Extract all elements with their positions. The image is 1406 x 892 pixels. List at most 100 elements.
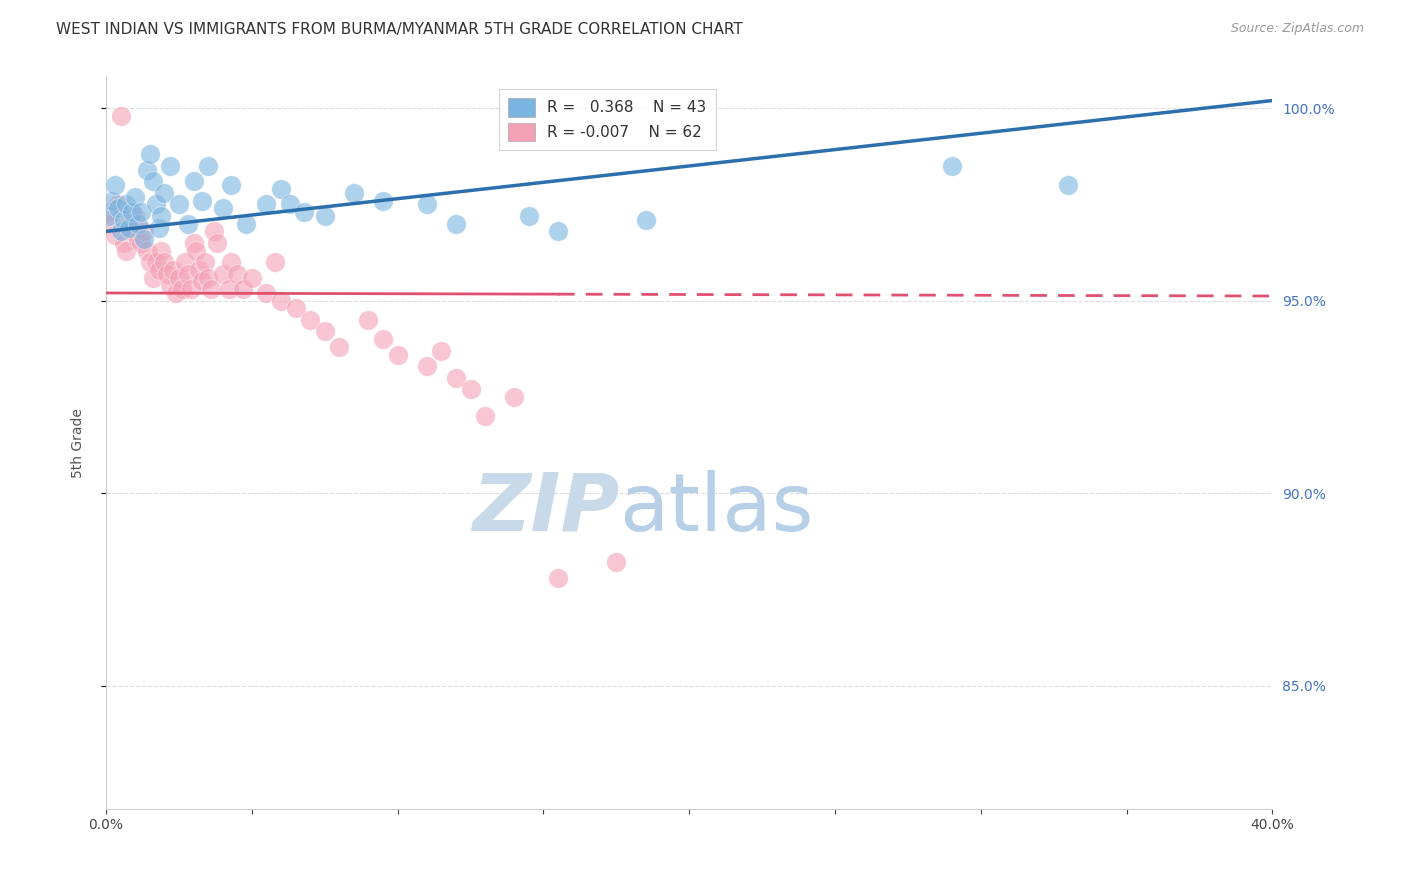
Point — [98, 205, 121, 219]
Point — [145, 197, 167, 211]
Point — [278, 197, 301, 211]
Point — [444, 370, 467, 384]
Point — [314, 325, 336, 339]
Point — [503, 390, 526, 404]
Point — [148, 263, 170, 277]
Point — [256, 197, 278, 211]
Point — [118, 220, 141, 235]
Point — [328, 340, 350, 354]
Point — [200, 282, 222, 296]
Point — [177, 217, 200, 231]
Point — [357, 313, 380, 327]
Point — [129, 205, 152, 219]
Point — [292, 205, 315, 219]
Point — [205, 235, 228, 250]
Point — [299, 313, 322, 327]
Point — [270, 293, 292, 308]
Point — [159, 159, 181, 173]
Point — [188, 263, 211, 277]
Point — [115, 244, 138, 258]
Point — [98, 209, 121, 223]
Point — [474, 409, 496, 424]
Point — [284, 301, 307, 316]
Point — [173, 255, 195, 269]
Point — [104, 228, 127, 243]
Point — [132, 224, 155, 238]
Point — [183, 174, 205, 188]
Text: Source: ZipAtlas.com: Source: ZipAtlas.com — [1230, 22, 1364, 36]
Point — [129, 235, 152, 250]
Point — [240, 270, 263, 285]
Point — [202, 224, 225, 238]
Point — [121, 224, 143, 238]
Point — [634, 212, 657, 227]
Point — [270, 182, 292, 196]
Point — [167, 197, 190, 211]
Point — [112, 235, 135, 250]
Point — [150, 209, 173, 223]
Point — [256, 285, 278, 300]
Point — [547, 224, 569, 238]
Point — [101, 194, 124, 208]
Point — [517, 209, 540, 223]
Point — [460, 382, 482, 396]
Y-axis label: 5th Grade: 5th Grade — [72, 409, 86, 478]
Point — [235, 217, 257, 231]
Point — [127, 232, 149, 246]
Point — [107, 202, 129, 216]
Point — [191, 194, 214, 208]
Point — [135, 244, 157, 258]
Point — [211, 202, 233, 216]
Point — [135, 162, 157, 177]
Point — [197, 270, 219, 285]
Point — [142, 174, 165, 188]
Point — [177, 267, 200, 281]
Point — [211, 267, 233, 281]
Point — [430, 343, 453, 358]
Point — [371, 194, 394, 208]
Point — [197, 159, 219, 173]
Point — [371, 332, 394, 346]
Point — [343, 186, 366, 200]
Point — [387, 347, 409, 361]
Point — [221, 255, 243, 269]
Point — [180, 282, 202, 296]
Point — [218, 282, 240, 296]
Point — [142, 270, 165, 285]
Point — [264, 255, 287, 269]
Point — [162, 263, 184, 277]
Point — [112, 212, 135, 227]
Text: WEST INDIAN VS IMMIGRANTS FROM BURMA/MYANMAR 5TH GRADE CORRELATION CHART: WEST INDIAN VS IMMIGRANTS FROM BURMA/MYA… — [56, 22, 742, 37]
Point — [145, 255, 167, 269]
Point — [183, 235, 205, 250]
Point — [127, 217, 149, 231]
Point — [232, 282, 254, 296]
Point — [416, 359, 439, 373]
Point — [165, 285, 187, 300]
Point — [124, 190, 146, 204]
Point — [1057, 178, 1080, 193]
Point — [153, 186, 176, 200]
Point — [104, 178, 127, 193]
Point — [153, 255, 176, 269]
Point — [416, 197, 439, 211]
Point — [186, 244, 208, 258]
Text: ZIP: ZIP — [472, 470, 619, 548]
Point — [139, 255, 162, 269]
Point — [124, 209, 146, 223]
Point — [941, 159, 963, 173]
Point — [118, 217, 141, 231]
Point — [159, 278, 181, 293]
Point — [150, 244, 173, 258]
Point — [115, 197, 138, 211]
Point — [110, 224, 132, 238]
Point — [605, 555, 627, 569]
Point — [226, 267, 249, 281]
Point — [110, 109, 132, 123]
Legend: R =   0.368    N = 43, R = -0.007    N = 62: R = 0.368 N = 43, R = -0.007 N = 62 — [499, 88, 716, 151]
Point — [167, 270, 190, 285]
Point — [170, 282, 193, 296]
Point — [132, 232, 155, 246]
Point — [314, 209, 336, 223]
Text: atlas: atlas — [619, 470, 814, 548]
